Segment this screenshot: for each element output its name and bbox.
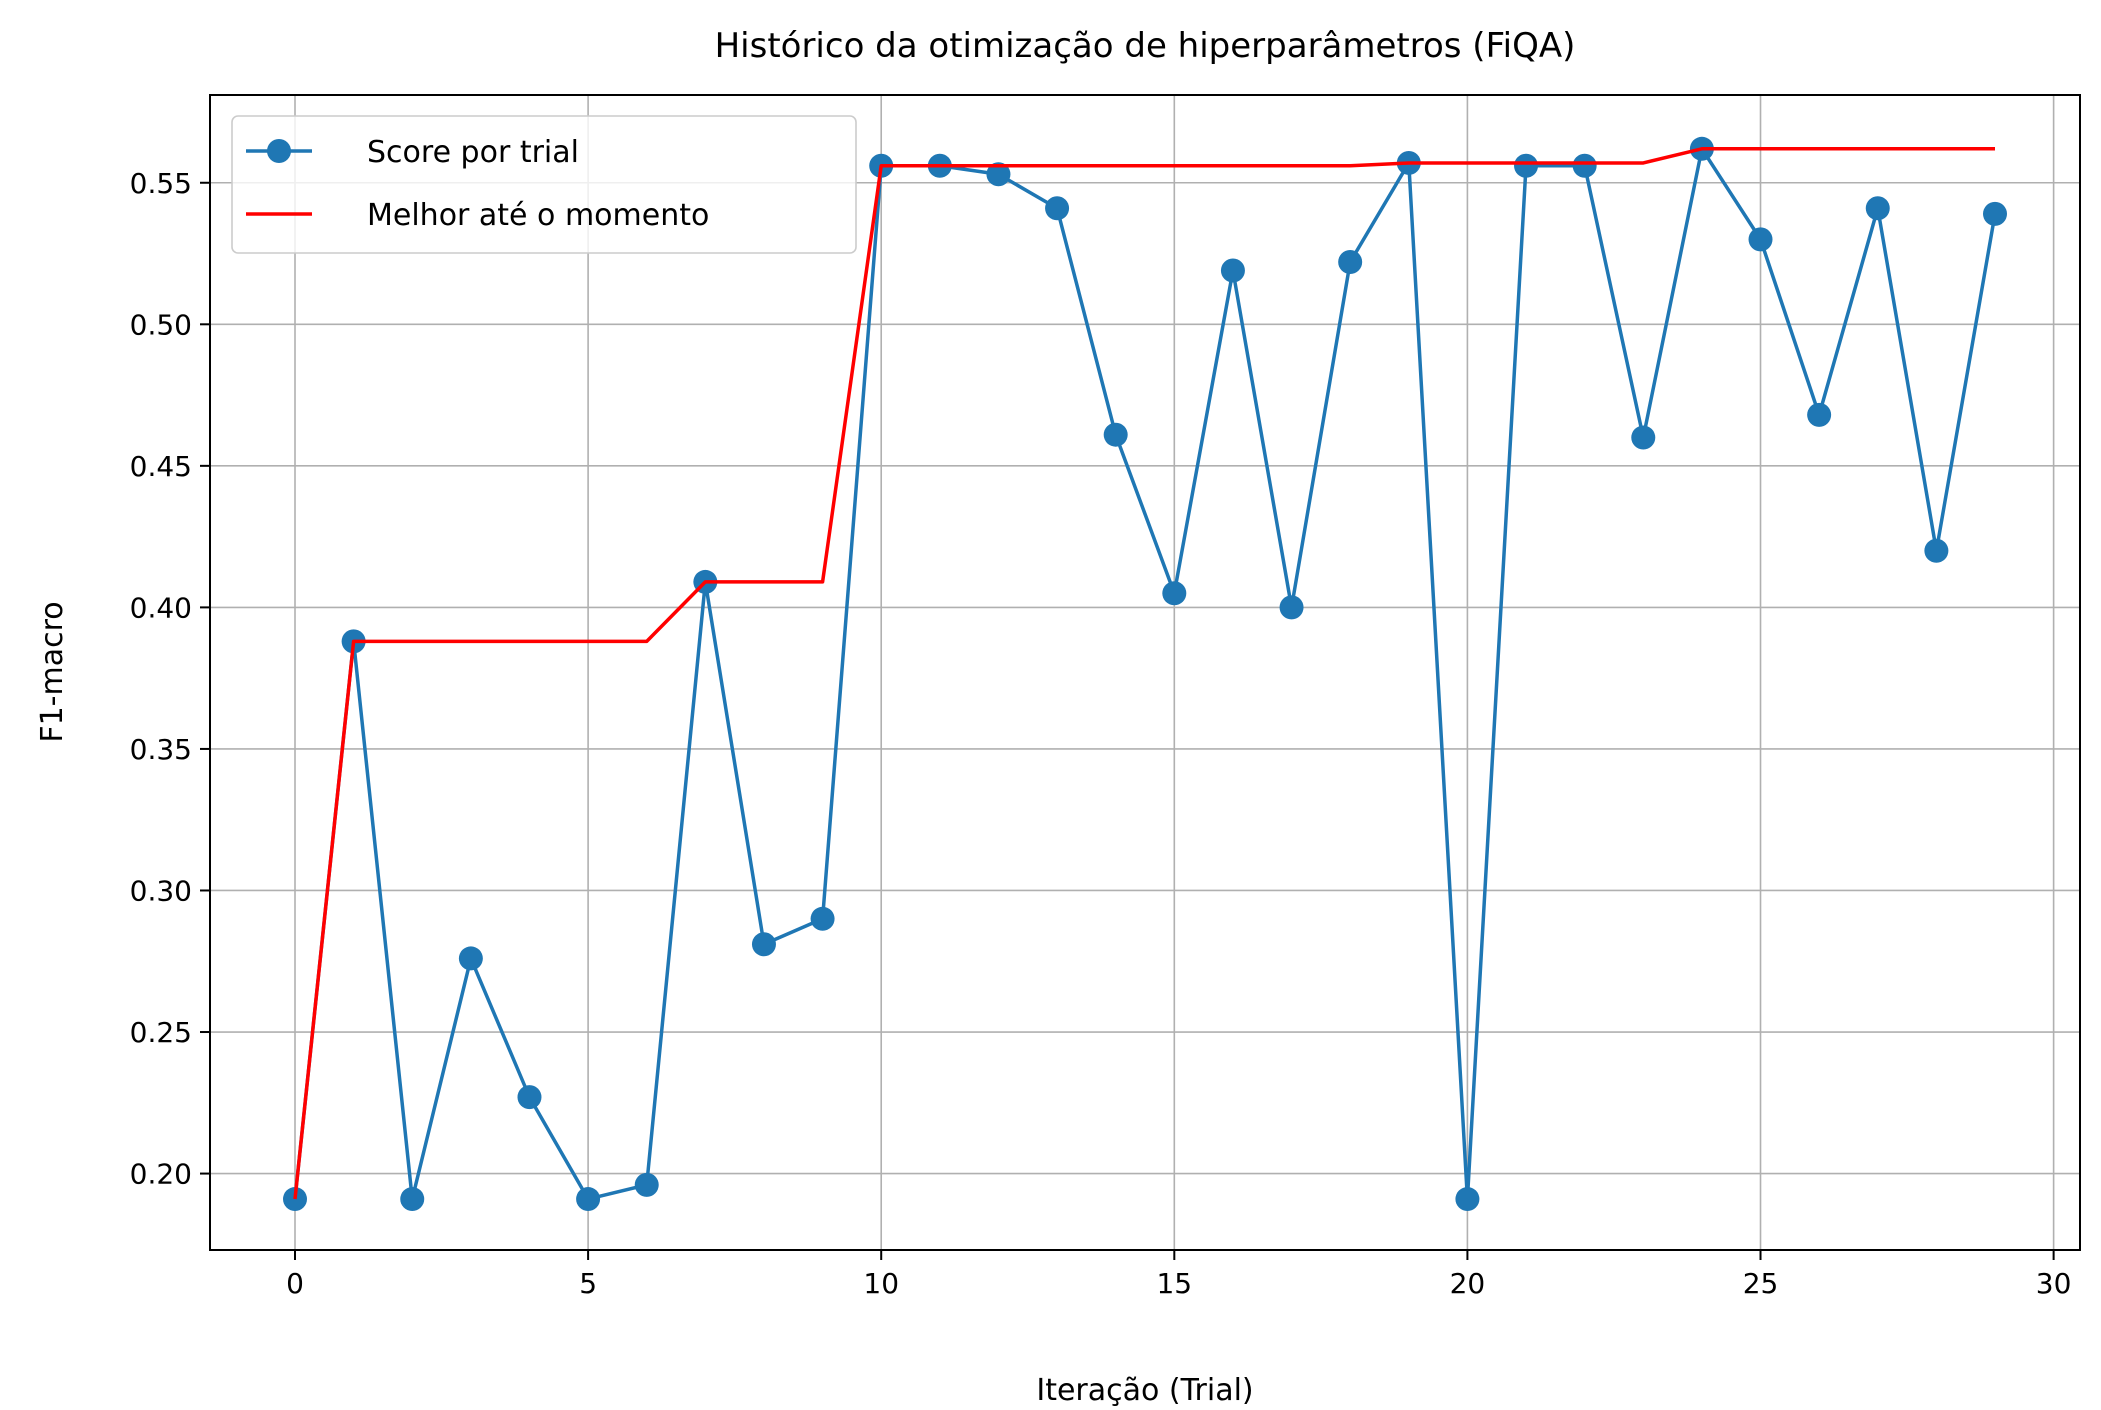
data-point-score-por-trial bbox=[1279, 595, 1304, 620]
data-point-score-por-trial bbox=[634, 1172, 659, 1197]
data-point-score-por-trial bbox=[517, 1085, 542, 1110]
data-point-score-por-trial bbox=[400, 1187, 425, 1212]
y-tick-label: 0.55 bbox=[130, 167, 192, 200]
y-tick-label: 0.35 bbox=[130, 733, 192, 766]
legend-box bbox=[231, 115, 857, 254]
grid bbox=[210, 95, 2080, 1250]
data-point-score-por-trial bbox=[283, 1187, 307, 1212]
y-tick-label: 0.40 bbox=[130, 591, 192, 624]
data-point-score-por-trial bbox=[458, 946, 483, 971]
data-point-score-por-trial bbox=[1045, 196, 1070, 221]
x-tick-label: 15 bbox=[1156, 1267, 1192, 1300]
x-tick-label: 10 bbox=[863, 1267, 899, 1300]
x-tick-label: 25 bbox=[1743, 1267, 1779, 1300]
data-point-score-por-trial bbox=[1338, 250, 1363, 275]
x-tick-label: 5 bbox=[579, 1267, 597, 1300]
data-point-score-por-trial bbox=[1865, 196, 1890, 221]
x-axis-label: Iteração (Trial) bbox=[1036, 1373, 1253, 1408]
series-layer bbox=[283, 136, 2007, 1212]
data-point-score-por-trial bbox=[1455, 1187, 1480, 1212]
data-point-score-por-trial bbox=[1103, 422, 1128, 447]
y-tick-label: 0.30 bbox=[130, 874, 192, 907]
chart-title: Histórico da otimização de hiperparâmetr… bbox=[715, 26, 1576, 66]
x-tick-label: 20 bbox=[1450, 1267, 1486, 1300]
data-point-score-por-trial bbox=[576, 1187, 601, 1212]
legend-marker-score-por-trial bbox=[267, 139, 291, 163]
y-tick-label: 0.20 bbox=[130, 1158, 192, 1191]
data-point-score-por-trial bbox=[1572, 153, 1597, 178]
series-line-melhor-ate-o-momento bbox=[293, 147, 1995, 1200]
y-tick-label: 0.50 bbox=[130, 308, 192, 341]
data-point-score-por-trial bbox=[810, 906, 835, 931]
y-axis-label: F1-macro bbox=[35, 601, 70, 742]
data-point-score-por-trial bbox=[986, 162, 1011, 187]
data-point-score-por-trial bbox=[1162, 581, 1187, 606]
x-tick-label: 0 bbox=[286, 1267, 304, 1300]
plot-frame bbox=[209, 94, 2081, 1251]
legend: Score por trial Melhor até o momento bbox=[231, 115, 857, 254]
ticks: 0 5 10 15 20 25 30 0.20 0.25 0.30 0.35 0.40 0.45 0.50… bbox=[130, 167, 2072, 1300]
y-tick-label: 0.45 bbox=[130, 450, 192, 483]
data-point-score-por-trial bbox=[1924, 538, 1949, 563]
data-point-score-por-trial bbox=[1983, 201, 2007, 226]
x-tick-label: 30 bbox=[2036, 1267, 2072, 1300]
data-point-score-por-trial bbox=[1220, 258, 1245, 283]
data-point-score-por-trial bbox=[1631, 425, 1656, 450]
data-point-score-por-trial bbox=[1807, 402, 1832, 427]
data-point-score-por-trial bbox=[1748, 227, 1773, 252]
y-tick-label: 0.25 bbox=[130, 1016, 192, 1049]
data-point-score-por-trial bbox=[1514, 153, 1539, 178]
data-point-score-por-trial bbox=[751, 932, 776, 957]
legend-label-melhor-ate-o-momento: Melhor até o momento bbox=[367, 198, 709, 233]
legend-label-score-por-trial: Score por trial bbox=[367, 135, 579, 170]
series-line-score-por-trial bbox=[293, 147, 1997, 1201]
